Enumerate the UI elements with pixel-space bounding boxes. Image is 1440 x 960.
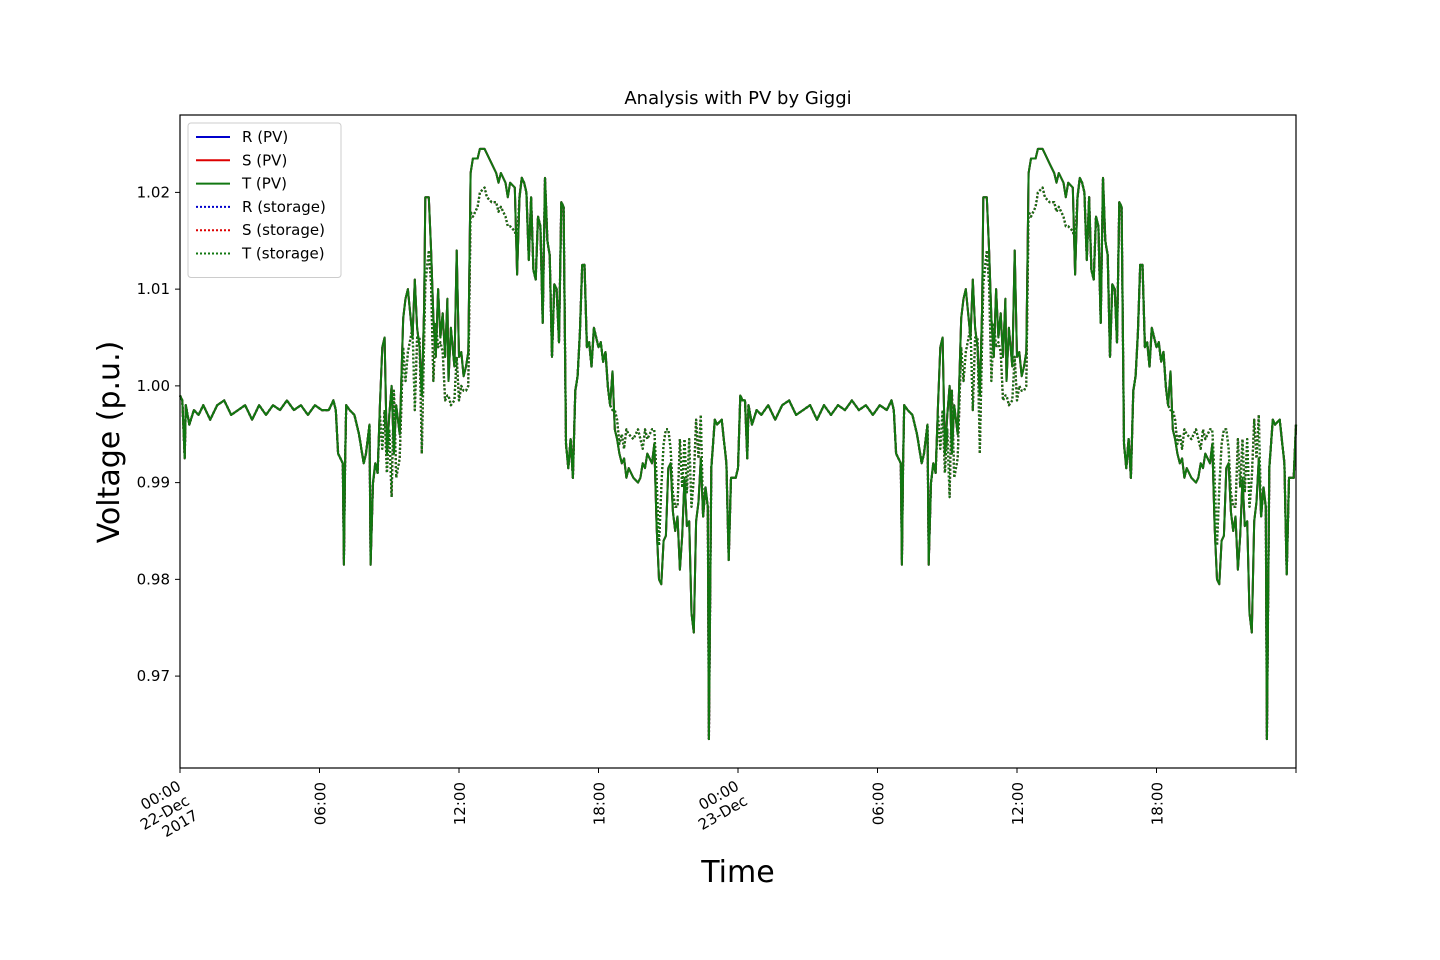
legend: R (PV) S (PV) T (PV) R (storage) S (storage)…: [187, 122, 342, 278]
x-tick-label: 06:00: [312, 782, 330, 825]
x-tick-label-line: 06:00: [870, 782, 888, 825]
x-axis: 00:0022-Dec2017 06:00 12:00 18:00 00:0023-De…: [129, 768, 1297, 849]
legend-label: S (PV): [242, 151, 287, 169]
x-tick-label-line: 18:00: [591, 782, 609, 825]
x-tick-label: 00:0023-Dec: [687, 777, 751, 834]
x-tick-label: 12:00: [451, 782, 469, 825]
y-axis: 0.97 0.98 0.99 1.00 1.01 1.02: [137, 183, 180, 685]
x-axis-title: Time: [700, 855, 774, 890]
x-tick-label-line: 18:00: [1149, 782, 1167, 825]
x-tick-label: 00:0022-Dec2017: [129, 777, 201, 849]
x-tick-label: 12:00: [1009, 782, 1027, 825]
series-line-t-storage: [179, 176, 1298, 741]
x-tick-label: 18:00: [1149, 782, 1167, 825]
series-layer: [179, 147, 1298, 741]
y-tick-label: 1.00: [137, 377, 170, 395]
legend-box: [187, 122, 342, 278]
y-tick-label: 0.99: [137, 474, 170, 492]
y-tick-label: 1.01: [137, 280, 170, 298]
x-tick-label: 18:00: [591, 782, 609, 825]
y-tick-label: 0.98: [137, 570, 170, 588]
legend-label: R (storage): [242, 198, 326, 216]
legend-label: R (PV): [242, 128, 288, 146]
x-tick-label-line: 12:00: [1009, 782, 1027, 825]
y-tick-label: 1.02: [137, 183, 170, 201]
plot-area: [179, 114, 1298, 769]
legend-label: S (storage): [242, 221, 325, 239]
y-axis-title: Voltage (p.u.): [92, 341, 127, 544]
x-tick-label: 06:00: [870, 782, 888, 825]
x-tick-label-line: 12:00: [451, 782, 469, 825]
y-tick-label: 0.97: [137, 667, 170, 685]
legend-label: T (storage): [241, 245, 325, 263]
chart-title: Analysis with PV by Giggi: [624, 88, 851, 109]
x-tick-label-line: 06:00: [312, 782, 330, 825]
legend-label: T (PV): [241, 175, 287, 193]
